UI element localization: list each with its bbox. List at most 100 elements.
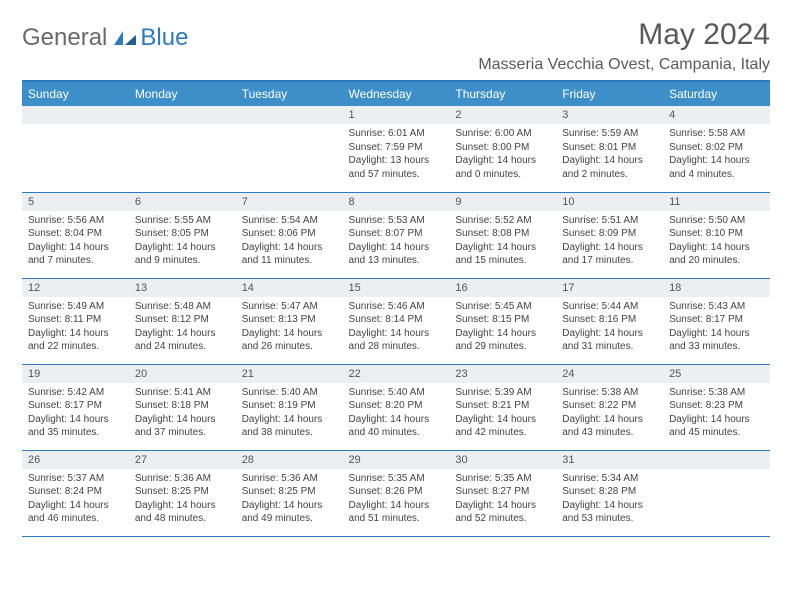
calendar-day-cell: 20Sunrise: 5:41 AMSunset: 8:18 PMDayligh…	[129, 364, 236, 450]
calendar-day-cell: 16Sunrise: 5:45 AMSunset: 8:15 PMDayligh…	[449, 278, 556, 364]
day-details: Sunrise: 5:54 AMSunset: 8:06 PMDaylight:…	[236, 211, 343, 272]
calendar-day-cell: 24Sunrise: 5:38 AMSunset: 8:22 PMDayligh…	[556, 364, 663, 450]
calendar-day-cell: 28Sunrise: 5:36 AMSunset: 8:25 PMDayligh…	[236, 450, 343, 536]
day-number: 27	[129, 451, 236, 469]
day-number: 5	[22, 193, 129, 211]
day-details: Sunrise: 5:44 AMSunset: 8:16 PMDaylight:…	[556, 297, 663, 358]
day-details: Sunrise: 5:43 AMSunset: 8:17 PMDaylight:…	[663, 297, 770, 358]
day-details: Sunrise: 5:40 AMSunset: 8:19 PMDaylight:…	[236, 383, 343, 444]
day-number: 22	[343, 365, 450, 383]
day-number: 7	[236, 193, 343, 211]
logo-text-general: General	[22, 24, 107, 52]
day-number: 16	[449, 279, 556, 297]
day-number: 3	[556, 106, 663, 124]
day-number: 23	[449, 365, 556, 383]
day-number: 26	[22, 451, 129, 469]
calendar-week-row: 12Sunrise: 5:49 AMSunset: 8:11 PMDayligh…	[22, 278, 770, 364]
day-number: 24	[556, 365, 663, 383]
day-number: 15	[343, 279, 450, 297]
day-details: Sunrise: 5:48 AMSunset: 8:12 PMDaylight:…	[129, 297, 236, 358]
day-details: Sunrise: 5:41 AMSunset: 8:18 PMDaylight:…	[129, 383, 236, 444]
calendar-day-cell: 5Sunrise: 5:56 AMSunset: 8:04 PMDaylight…	[22, 192, 129, 278]
calendar-body: 1Sunrise: 6:01 AMSunset: 7:59 PMDaylight…	[22, 106, 770, 536]
calendar-week-row: 26Sunrise: 5:37 AMSunset: 8:24 PMDayligh…	[22, 450, 770, 536]
calendar-day-cell: 8Sunrise: 5:53 AMSunset: 8:07 PMDaylight…	[343, 192, 450, 278]
calendar-day-cell: 25Sunrise: 5:38 AMSunset: 8:23 PMDayligh…	[663, 364, 770, 450]
calendar-day-cell: 21Sunrise: 5:40 AMSunset: 8:19 PMDayligh…	[236, 364, 343, 450]
weekday-header: Tuesday	[236, 81, 343, 106]
day-details: Sunrise: 5:34 AMSunset: 8:28 PMDaylight:…	[556, 469, 663, 530]
weekday-header: Thursday	[449, 81, 556, 106]
weekday-header: Wednesday	[343, 81, 450, 106]
calendar-day-cell: 4Sunrise: 5:58 AMSunset: 8:02 PMDaylight…	[663, 106, 770, 192]
day-details: Sunrise: 5:38 AMSunset: 8:23 PMDaylight:…	[663, 383, 770, 444]
calendar-day-cell: 26Sunrise: 5:37 AMSunset: 8:24 PMDayligh…	[22, 450, 129, 536]
calendar-day-cell: 14Sunrise: 5:47 AMSunset: 8:13 PMDayligh…	[236, 278, 343, 364]
calendar-week-row: 19Sunrise: 5:42 AMSunset: 8:17 PMDayligh…	[22, 364, 770, 450]
day-details: Sunrise: 5:47 AMSunset: 8:13 PMDaylight:…	[236, 297, 343, 358]
logo-text-blue: Blue	[140, 24, 188, 52]
calendar-day-cell: 18Sunrise: 5:43 AMSunset: 8:17 PMDayligh…	[663, 278, 770, 364]
day-details: Sunrise: 5:45 AMSunset: 8:15 PMDaylight:…	[449, 297, 556, 358]
calendar-day-cell: 19Sunrise: 5:42 AMSunset: 8:17 PMDayligh…	[22, 364, 129, 450]
calendar-day-cell: 15Sunrise: 5:46 AMSunset: 8:14 PMDayligh…	[343, 278, 450, 364]
day-details: Sunrise: 5:40 AMSunset: 8:20 PMDaylight:…	[343, 383, 450, 444]
calendar-day-cell	[236, 106, 343, 192]
calendar-week-row: 1Sunrise: 6:01 AMSunset: 7:59 PMDaylight…	[22, 106, 770, 192]
day-details: Sunrise: 5:50 AMSunset: 8:10 PMDaylight:…	[663, 211, 770, 272]
location: Masseria Vecchia Ovest, Campania, Italy	[478, 56, 770, 74]
calendar-day-cell: 29Sunrise: 5:35 AMSunset: 8:26 PMDayligh…	[343, 450, 450, 536]
calendar-day-cell: 11Sunrise: 5:50 AMSunset: 8:10 PMDayligh…	[663, 192, 770, 278]
day-number: 8	[343, 193, 450, 211]
day-details: Sunrise: 6:00 AMSunset: 8:00 PMDaylight:…	[449, 124, 556, 185]
day-number	[129, 106, 236, 124]
day-number: 17	[556, 279, 663, 297]
calendar-day-cell: 13Sunrise: 5:48 AMSunset: 8:12 PMDayligh…	[129, 278, 236, 364]
day-details: Sunrise: 6:01 AMSunset: 7:59 PMDaylight:…	[343, 124, 450, 185]
day-details: Sunrise: 5:36 AMSunset: 8:25 PMDaylight:…	[236, 469, 343, 530]
day-details: Sunrise: 5:42 AMSunset: 8:17 PMDaylight:…	[22, 383, 129, 444]
calendar-day-cell	[663, 450, 770, 536]
day-number: 9	[449, 193, 556, 211]
weekday-header-row: SundayMondayTuesdayWednesdayThursdayFrid…	[22, 81, 770, 106]
calendar-day-cell: 10Sunrise: 5:51 AMSunset: 8:09 PMDayligh…	[556, 192, 663, 278]
day-details: Sunrise: 5:53 AMSunset: 8:07 PMDaylight:…	[343, 211, 450, 272]
day-number	[663, 451, 770, 469]
day-details: Sunrise: 5:35 AMSunset: 8:26 PMDaylight:…	[343, 469, 450, 530]
calendar-day-cell: 31Sunrise: 5:34 AMSunset: 8:28 PMDayligh…	[556, 450, 663, 536]
day-number: 30	[449, 451, 556, 469]
day-details: Sunrise: 5:39 AMSunset: 8:21 PMDaylight:…	[449, 383, 556, 444]
calendar-day-cell: 2Sunrise: 6:00 AMSunset: 8:00 PMDaylight…	[449, 106, 556, 192]
calendar-day-cell: 1Sunrise: 6:01 AMSunset: 7:59 PMDaylight…	[343, 106, 450, 192]
day-details: Sunrise: 5:59 AMSunset: 8:01 PMDaylight:…	[556, 124, 663, 185]
logo-sails-icon	[112, 29, 138, 47]
day-number: 18	[663, 279, 770, 297]
day-number: 25	[663, 365, 770, 383]
day-number: 19	[22, 365, 129, 383]
day-details: Sunrise: 5:38 AMSunset: 8:22 PMDaylight:…	[556, 383, 663, 444]
page-title: May 2024	[478, 18, 770, 52]
calendar-day-cell: 12Sunrise: 5:49 AMSunset: 8:11 PMDayligh…	[22, 278, 129, 364]
header: General Blue May 2024 Masseria Vecchia O…	[22, 18, 770, 74]
calendar-day-cell: 17Sunrise: 5:44 AMSunset: 8:16 PMDayligh…	[556, 278, 663, 364]
day-number: 6	[129, 193, 236, 211]
day-details: Sunrise: 5:49 AMSunset: 8:11 PMDaylight:…	[22, 297, 129, 358]
day-number: 31	[556, 451, 663, 469]
calendar-day-cell	[22, 106, 129, 192]
day-number: 11	[663, 193, 770, 211]
weekday-header: Saturday	[663, 81, 770, 106]
day-number: 2	[449, 106, 556, 124]
weekday-header: Sunday	[22, 81, 129, 106]
calendar-day-cell: 6Sunrise: 5:55 AMSunset: 8:05 PMDaylight…	[129, 192, 236, 278]
calendar-day-cell: 3Sunrise: 5:59 AMSunset: 8:01 PMDaylight…	[556, 106, 663, 192]
day-details: Sunrise: 5:46 AMSunset: 8:14 PMDaylight:…	[343, 297, 450, 358]
calendar-day-cell: 30Sunrise: 5:35 AMSunset: 8:27 PMDayligh…	[449, 450, 556, 536]
day-number	[236, 106, 343, 124]
day-number: 20	[129, 365, 236, 383]
calendar-day-cell: 22Sunrise: 5:40 AMSunset: 8:20 PMDayligh…	[343, 364, 450, 450]
day-details: Sunrise: 5:37 AMSunset: 8:24 PMDaylight:…	[22, 469, 129, 530]
day-number: 10	[556, 193, 663, 211]
day-details: Sunrise: 5:55 AMSunset: 8:05 PMDaylight:…	[129, 211, 236, 272]
calendar-table: SundayMondayTuesdayWednesdayThursdayFrid…	[22, 80, 770, 537]
day-details: Sunrise: 5:36 AMSunset: 8:25 PMDaylight:…	[129, 469, 236, 530]
